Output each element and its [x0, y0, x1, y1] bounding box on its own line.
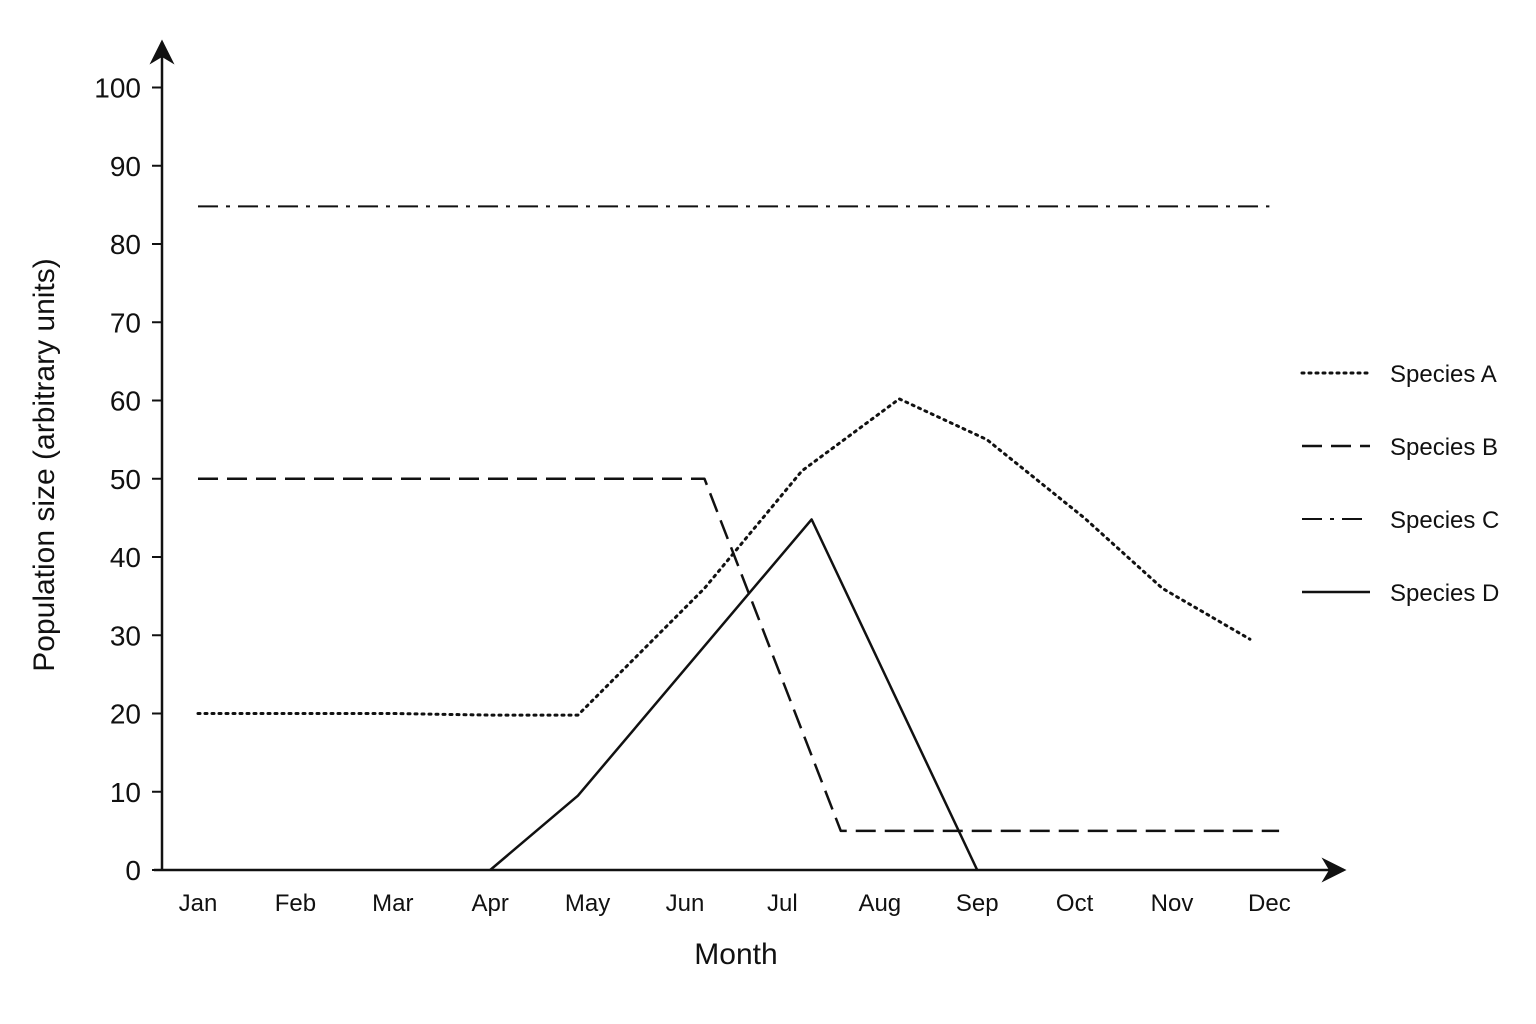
y-tick-label: 60	[110, 386, 141, 417]
x-tick-label: Sep	[956, 890, 999, 917]
legend-label: Species B	[1390, 434, 1498, 461]
series-line-species-a	[196, 397, 1252, 717]
x-axis-title: Month	[694, 938, 777, 971]
legend: Species A Species B Species C Species D	[1300, 361, 1499, 607]
x-tick-label: Oct	[1056, 890, 1094, 917]
y-tick-label: 0	[125, 855, 141, 886]
x-tick-label: Aug	[858, 890, 901, 917]
y-tick-label: 50	[110, 464, 141, 495]
series-line-species-d	[489, 518, 979, 871]
x-tick-label: Mar	[372, 890, 413, 917]
x-tick-label: Feb	[275, 890, 316, 917]
y-tick-label: 20	[110, 699, 141, 730]
y-tick-label: 80	[110, 229, 141, 260]
legend-label: Species D	[1390, 580, 1499, 607]
x-tick-label: Jul	[767, 890, 798, 917]
x-tick-label: Apr	[472, 890, 509, 917]
y-tick-label: 70	[110, 307, 141, 338]
legend-label: Species C	[1390, 507, 1499, 534]
y-axis-title: Population size (arbitrary units)	[28, 258, 61, 672]
x-tick-label: May	[565, 890, 610, 917]
x-tick-label: Dec	[1248, 890, 1291, 917]
series-line-species-b	[198, 477, 1280, 833]
y-tick-label: 40	[110, 542, 141, 573]
legend-label: Species A	[1390, 361, 1497, 388]
x-tick-label: Jan	[179, 890, 218, 917]
x-tick-label: Nov	[1151, 890, 1194, 917]
y-tick-label: 100	[94, 73, 141, 104]
y-tick-label: 90	[110, 151, 141, 182]
x-tick-label: Jun	[666, 890, 705, 917]
y-tick-label: 30	[110, 620, 141, 651]
y-tick-label: 10	[110, 777, 141, 808]
